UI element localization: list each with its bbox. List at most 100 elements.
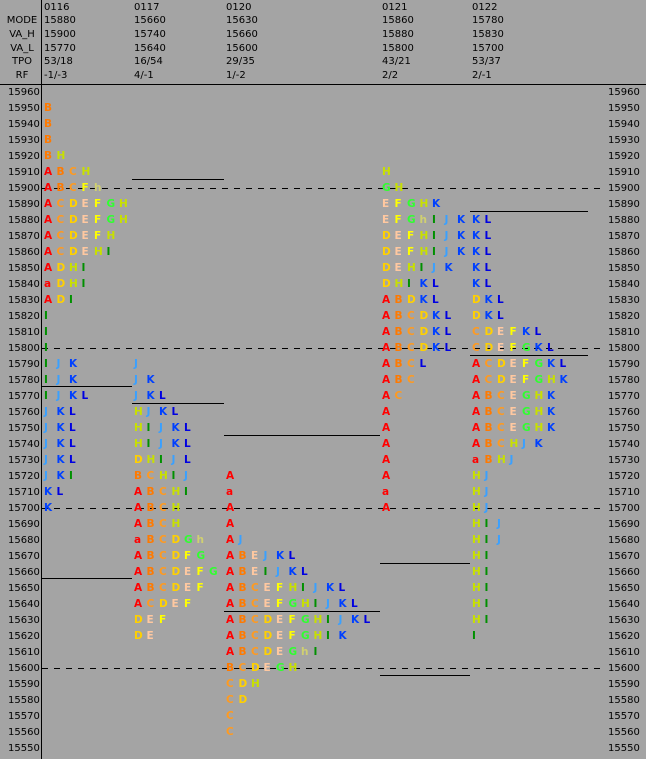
price-label: 15810	[608, 327, 640, 338]
tpo-row: A	[382, 454, 391, 466]
price-label: 15660	[608, 567, 640, 578]
price-label: 15670	[608, 551, 640, 562]
price-label: 15590	[608, 679, 640, 690]
header-label: MODE	[7, 15, 38, 26]
tpo-row: A	[382, 406, 391, 418]
price-label: 15840	[8, 279, 40, 290]
price-label: 15630	[8, 615, 40, 626]
price-label: 15700	[8, 503, 40, 514]
price-label: 15820	[8, 311, 40, 322]
price-label: 15680	[608, 535, 640, 546]
tpo-row: B	[44, 134, 52, 146]
price-label: 15760	[8, 407, 40, 418]
price-label: 15850	[8, 263, 40, 274]
price-label: 15830	[8, 295, 40, 306]
price-label: 15860	[608, 247, 640, 258]
price-label: 15570	[8, 711, 40, 722]
price-label: 15700	[608, 503, 640, 514]
tpo-row: B	[44, 102, 52, 114]
price-label: 15930	[8, 135, 40, 146]
tpo-row: A	[226, 518, 235, 530]
price-label: 15850	[608, 263, 640, 274]
tpo-row: I	[472, 630, 476, 642]
date: 0116	[44, 2, 69, 13]
value-area-lines	[42, 179, 588, 676]
stat: 2/-1	[472, 70, 492, 81]
stat: 15880	[44, 15, 76, 26]
price-label: 15650	[608, 583, 640, 594]
price-label: 15890	[8, 199, 40, 210]
stat: 15880	[382, 29, 414, 40]
price-label: 15820	[608, 311, 640, 322]
price-label: 15640	[608, 599, 640, 610]
price-label: 15740	[8, 439, 40, 450]
price-label: 15560	[8, 727, 40, 738]
stat: 15860	[382, 15, 414, 26]
stat: 15660	[226, 29, 258, 40]
price-label: 15800	[608, 343, 640, 354]
price-label: 15690	[8, 519, 40, 530]
date: 0117	[134, 2, 159, 13]
price-label: 15910	[8, 167, 40, 178]
price-label: 15880	[608, 215, 640, 226]
price-label: 15550	[8, 743, 40, 754]
tpo-row: B	[44, 118, 52, 130]
price-label: 15590	[8, 679, 40, 690]
price-label: 15580	[8, 695, 40, 706]
header-label: RF	[16, 70, 29, 81]
header-label: VA_L	[10, 43, 34, 54]
stat: 15660	[134, 15, 166, 26]
price-label: 15920	[8, 151, 40, 162]
tpo-row: I	[44, 342, 48, 354]
stat: 15800	[382, 43, 414, 54]
tpo-row: C	[226, 726, 234, 738]
header-label: VA_H	[9, 29, 35, 40]
price-label: 15790	[608, 359, 640, 370]
price-label: 15710	[8, 487, 40, 498]
price-label: 15940	[608, 119, 640, 130]
stat: 15900	[44, 29, 76, 40]
tpo-row: A	[382, 470, 391, 482]
stat: 15830	[472, 29, 504, 40]
price-label: 15810	[8, 327, 40, 338]
